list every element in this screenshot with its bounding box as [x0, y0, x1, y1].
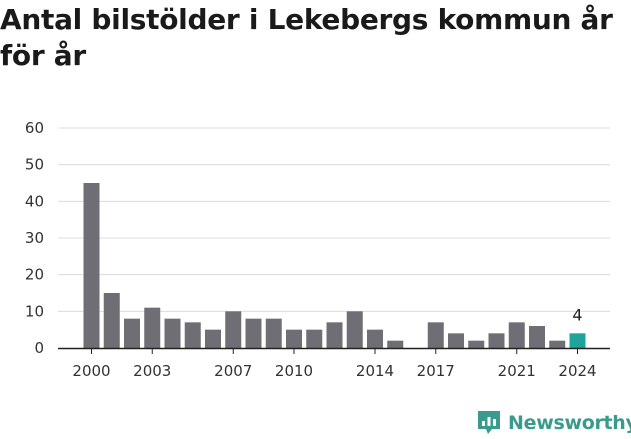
bar-2001 [103, 293, 120, 348]
y-tick-label: 50 [25, 156, 44, 174]
bar-2010 [286, 329, 302, 348]
bar-2009 [265, 318, 282, 348]
newsworthy-chart-icon [478, 411, 500, 434]
bar-2023 [549, 340, 566, 348]
bar-2020 [488, 333, 505, 348]
bar-2003 [144, 307, 161, 348]
x-tick-label: 2014 [356, 362, 394, 380]
x-tick-label: 2010 [275, 362, 313, 380]
bar-2012 [326, 322, 343, 348]
y-tick-label: 40 [25, 192, 44, 210]
x-tick-label: 2021 [498, 362, 536, 380]
y-tick-label: 60 [25, 119, 44, 137]
bar-2007 [225, 311, 242, 348]
y-tick-label: 30 [25, 229, 44, 247]
bar-2019 [468, 340, 485, 348]
x-tick-label: 2007 [214, 362, 252, 380]
chart-title: Antal bilstölder i Lekebergs kommun år f… [0, 3, 613, 72]
bar-2015 [387, 340, 404, 348]
y-axis-ticks: 0 10 20 30 40 50 60 [25, 119, 44, 357]
data-labels: 4 [572, 305, 582, 324]
y-tick-label: 10 [25, 302, 44, 320]
y-tick-label: 20 [25, 266, 44, 284]
bars [58, 183, 610, 350]
bar-2014 [367, 329, 383, 348]
bar-2004 [164, 318, 181, 348]
bar-2011 [306, 329, 323, 348]
bar-2024 [569, 333, 586, 348]
gridlines [58, 127, 610, 312]
bar-2018 [448, 333, 464, 348]
bar-2005 [184, 322, 201, 348]
bar-2008 [245, 318, 262, 348]
data-label-2024: 4 [572, 305, 582, 324]
x-axis-ticks: 2000 2003 2007 2010 2014 2017 2021 2024 [72, 348, 597, 380]
bar-2000 [83, 183, 100, 348]
x-tick-label: 2024 [558, 362, 596, 380]
y-tick-label: 0 [34, 339, 44, 357]
newsworthy-logo: Newsworthy [476, 408, 631, 438]
bar-2006 [205, 329, 221, 348]
bar-2017 [427, 322, 444, 348]
bar-2002 [124, 318, 140, 348]
x-tick-label: 2000 [72, 362, 110, 380]
x-tick-label: 2017 [417, 362, 455, 380]
bar-2013 [346, 311, 363, 348]
brand-name: Newsworthy [508, 412, 631, 434]
x-tick-label: 2003 [133, 362, 171, 380]
bar-2022 [529, 326, 545, 348]
bar-2021 [508, 322, 525, 348]
